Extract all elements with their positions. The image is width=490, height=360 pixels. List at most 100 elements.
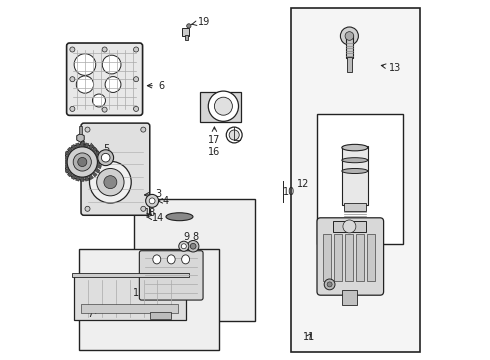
Circle shape [102,47,107,52]
Wedge shape [63,162,82,168]
Bar [200,92,242,122]
Ellipse shape [182,255,190,264]
Bar [185,35,188,40]
Circle shape [78,157,87,167]
Bar [79,249,219,350]
Wedge shape [63,160,82,164]
Wedge shape [82,147,97,162]
Circle shape [343,220,356,233]
Text: 9: 9 [184,232,190,242]
Bar [149,312,171,319]
Bar [291,8,420,352]
Wedge shape [68,147,82,162]
Text: 2: 2 [70,158,76,168]
Text: 1: 1 [81,141,87,151]
Circle shape [104,176,117,189]
Wedge shape [82,162,94,180]
Bar [333,221,366,232]
Bar [134,199,255,321]
Wedge shape [75,143,82,162]
Wedge shape [82,160,102,164]
Ellipse shape [153,255,161,264]
Wedge shape [68,162,82,177]
Circle shape [97,168,124,196]
Circle shape [70,77,75,82]
Text: 13: 13 [381,63,401,73]
Circle shape [70,47,75,52]
Bar [323,234,331,281]
Text: 12: 12 [297,179,310,189]
Text: 4: 4 [157,196,169,206]
Circle shape [98,150,114,166]
Circle shape [141,127,146,132]
Circle shape [208,91,239,121]
Wedge shape [80,143,84,162]
Bar [356,234,364,281]
Text: 14: 14 [147,213,164,223]
Text: 15: 15 [133,288,145,298]
Wedge shape [82,162,89,181]
Wedge shape [82,162,97,177]
Circle shape [70,107,75,112]
Wedge shape [82,162,101,168]
Bar [342,290,357,305]
Wedge shape [82,151,100,162]
Bar [81,304,178,313]
Circle shape [85,127,90,132]
Wedge shape [82,156,101,162]
Text: 10: 10 [283,186,295,197]
Text: 18: 18 [144,208,156,218]
FancyBboxPatch shape [81,123,150,215]
Circle shape [64,144,100,180]
FancyBboxPatch shape [317,218,384,295]
Circle shape [67,147,98,177]
Bar [334,234,342,281]
Circle shape [93,94,105,107]
Circle shape [102,55,121,74]
Circle shape [226,127,242,143]
Circle shape [190,243,196,249]
Circle shape [181,244,186,249]
Bar [79,126,82,134]
Text: 5: 5 [103,144,110,154]
Wedge shape [65,151,82,162]
Wedge shape [71,162,82,180]
Bar [345,234,353,281]
Circle shape [134,77,139,82]
Bar [342,146,368,205]
Text: 7: 7 [87,309,99,319]
Circle shape [187,240,199,252]
Text: 16: 16 [208,147,220,157]
Wedge shape [65,162,82,173]
Bar [347,57,351,72]
Bar [317,114,403,244]
Text: 8: 8 [192,232,198,242]
Circle shape [74,54,96,75]
Ellipse shape [342,158,368,163]
Circle shape [187,24,191,28]
FancyBboxPatch shape [67,43,143,115]
Wedge shape [82,143,89,162]
Circle shape [327,282,332,287]
Circle shape [149,198,155,204]
Text: 3: 3 [145,189,161,199]
Ellipse shape [167,255,175,264]
Wedge shape [80,162,84,181]
Circle shape [345,32,354,40]
Wedge shape [75,162,82,181]
Wedge shape [63,156,82,162]
Text: 17: 17 [208,127,220,145]
Ellipse shape [166,213,193,221]
Circle shape [105,77,121,93]
Polygon shape [74,275,186,320]
Bar [367,234,374,281]
Text: 11: 11 [303,332,315,342]
Circle shape [134,107,139,112]
Wedge shape [82,162,100,173]
Circle shape [134,47,139,52]
Bar [182,28,189,36]
Circle shape [179,241,189,251]
Circle shape [76,76,94,93]
Polygon shape [77,134,84,142]
Bar [346,35,353,58]
